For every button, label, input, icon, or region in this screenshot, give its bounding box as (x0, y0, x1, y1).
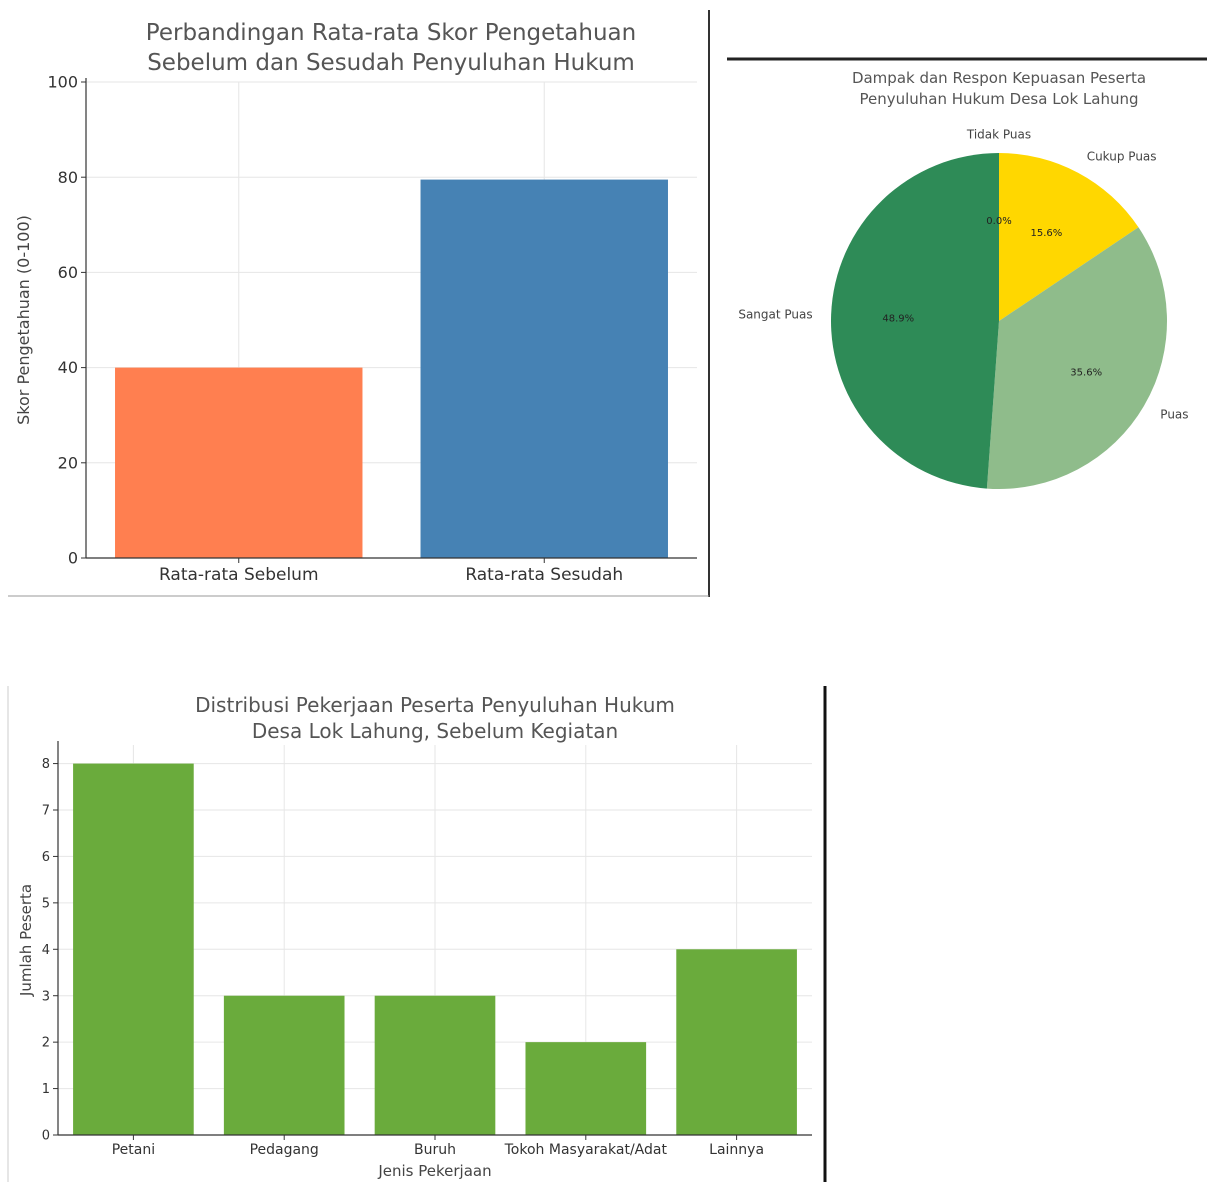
y-tick-label: 6 (42, 850, 50, 865)
bar-tokoh-masyarakat-adat (525, 1042, 647, 1135)
x-tick-label: Rata-rata Sesudah (465, 565, 623, 585)
pie-label: Puas (1160, 408, 1188, 422)
bar-rata-rata-sesudah (420, 179, 668, 558)
y-tick-label: 2 (42, 1036, 50, 1051)
y-tick-label: 5 (42, 896, 50, 911)
pie-slice-cukup-puas (999, 153, 1139, 321)
x-axis-label: Jenis Pekerjaan (377, 1162, 491, 1180)
chart-title-line-1: Distribusi Pekerjaan Peserta Penyuluhan … (195, 693, 675, 717)
chart-knowledge-score: 0 20 40 60 80 100 Rata-rata Sebelum Rata-rata S… (0, 0, 715, 600)
pie-slice-puas (986, 227, 1167, 490)
chart-title-line-1: Dampak dan Respon Kepuasan Peserta (852, 69, 1146, 87)
bar-pedagang (223, 995, 345, 1135)
y-tick-label: 3 (42, 989, 50, 1004)
knowledge-score-svg: 0 20 40 60 80 100 Rata-rata Sebelum Rata-rata S… (8, 10, 710, 597)
y-tick-label: 80 (58, 168, 78, 187)
chart-title-line-2: Sebelum dan Sesudah Penyuluhan Hukum (147, 50, 635, 76)
y-tick-label: 60 (58, 263, 78, 282)
y-tick-label: 8 (42, 757, 50, 772)
chart-title-line-1: Perbandingan Rata-rata Skor Pengetahuan (146, 20, 636, 46)
chart-occupation-distribution: 0 1 2 3 4 5 6 7 8 Petani Pedagang Buruh Tokoh Masyar… (0, 680, 830, 1182)
x-tick-label: Tokoh Masyarakat/Adat (504, 1142, 668, 1158)
y-tick-label: 1 (42, 1082, 50, 1097)
bar-rata-rata-sebelum (115, 367, 363, 558)
pie-label: Tidak Puas (966, 128, 1031, 142)
satisfaction-pie-svg: Dampak dan Respon Kepuasan Peserta Penyu… (727, 57, 1207, 490)
chart-title-line-2: Desa Lok Lahung, Sebelum Kegiatan (252, 719, 618, 743)
pie-slice-sangat-puas (831, 153, 999, 489)
x-tick-label: Rata-rata Sebelum (159, 565, 319, 585)
chart-satisfaction-pie: Dampak dan Respon Kepuasan Peserta Penyu… (715, 0, 1207, 600)
x-tick-label: Petani (112, 1142, 155, 1158)
pie-label: Cukup Puas (1087, 149, 1157, 163)
bar-petani (73, 763, 194, 1135)
pie-label: Sangat Puas (738, 307, 812, 321)
y-tick-label: 0 (68, 549, 78, 568)
y-tick-label: 0 (42, 1129, 50, 1144)
pie-percent-label: 15.6% (1031, 228, 1063, 239)
bar-buruh (374, 995, 496, 1135)
pie-percent-label: 48.9% (882, 313, 914, 324)
x-tick-label: Lainnya (709, 1142, 764, 1158)
y-tick-label: 100 (47, 73, 78, 92)
pie-percent-label: 0.0% (986, 216, 1011, 227)
occupation-distribution-svg: 0 1 2 3 4 5 6 7 8 Petani Pedagang Buruh Tokoh Masyar… (7, 686, 827, 1182)
y-axis-label: Jumlah Peserta (17, 884, 35, 997)
chart-title-line-2: Penyuluhan Hukum Desa Lok Lahung (859, 90, 1138, 108)
x-tick-label: Buruh (414, 1142, 456, 1158)
y-tick-label: 4 (42, 943, 50, 958)
bar-lainnya (676, 949, 797, 1135)
y-tick-label: 7 (42, 804, 50, 819)
y-tick-label: 20 (58, 453, 78, 472)
pie-percent-label: 35.6% (1070, 368, 1102, 379)
y-axis-label: Skor Pengetahuan (0-100) (14, 215, 33, 425)
y-tick-label: 40 (58, 358, 78, 377)
x-tick-label: Pedagang (250, 1142, 319, 1158)
